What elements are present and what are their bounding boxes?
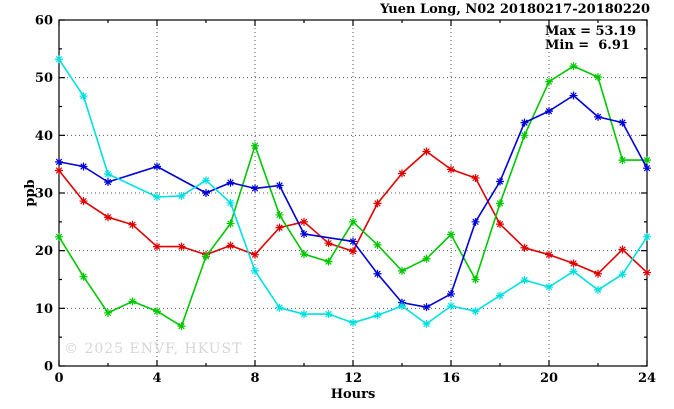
watermark: © 2025 ENVF, HKUST [64,341,243,357]
y-axis-label: ppb [23,179,38,207]
x-tick-label: 20 [540,371,558,386]
x-tick-label: 12 [344,371,362,386]
y-tick-label: 60 [35,14,53,29]
x-tick-label: 8 [250,371,259,386]
y-tick-label: 10 [35,302,53,317]
y-tick-label: 20 [35,244,53,259]
series-blue-markers [55,91,651,312]
x-tick-label: 4 [152,371,161,386]
y-tick-label: 30 [35,187,53,202]
y-tick-label: 50 [35,71,53,86]
series-cyan-line [58,58,648,325]
x-axis-label: Hours [330,387,376,402]
x-tick-label: 24 [638,371,656,386]
x-tick-label: 0 [54,371,63,386]
y-tick-label: 40 [35,129,53,144]
series-green-markers [55,62,651,331]
y-tick-label: 0 [44,360,53,375]
series-red-markers [55,147,651,278]
chart-title: Yuen Long, N02 20180217-20180220 [380,2,650,17]
series-blue-line [58,94,648,308]
min-annotation: Min = 6.91 [545,38,630,53]
series-cyan-markers [55,55,651,328]
x-tick-label: 16 [442,371,460,386]
max-annotation: Max = 53.19 [545,24,637,39]
